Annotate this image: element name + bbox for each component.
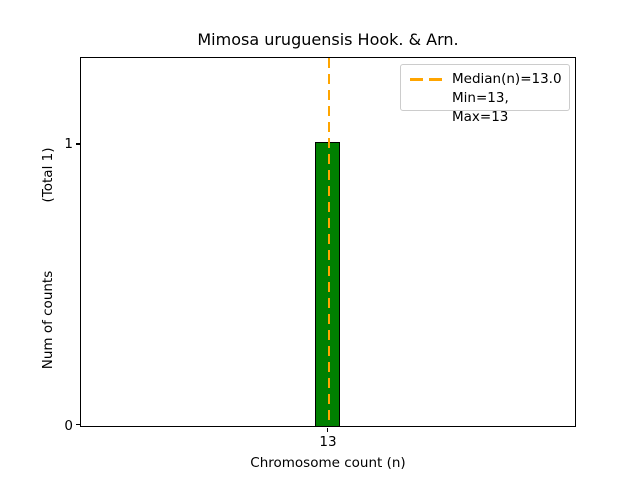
y-tick-label-0: 0 (64, 418, 73, 434)
x-tick-label-13: 13 (319, 434, 337, 450)
legend-entry-minmax: Min=13, Max=13 (410, 89, 561, 127)
x-axis-label: Chromosome count (n) (250, 455, 406, 471)
y-tick-mark-0 (76, 424, 80, 426)
legend-label-median: Median(n)=13.0 (452, 71, 562, 87)
median-line (327, 58, 330, 426)
y-tick-label-1: 1 (64, 136, 73, 152)
y-tick-mark-1 (76, 143, 80, 145)
x-tick-mark-13 (327, 427, 329, 432)
y-axis-label: Num of counts (40, 270, 56, 370)
legend-entry-median: Median(n)=13.0 (410, 70, 562, 89)
y-axis-total-annotation: (Total 1) (40, 147, 56, 203)
legend: Median(n)=13.0 Min=13, Max=13 (400, 64, 570, 125)
plot-area: 1 0 13 Median(n)=13.0 Min=13, Max=13 (64, 57, 576, 449)
dashed-line-icon (410, 78, 443, 81)
chart-title: Mimosa uruguensis Hook. & Arn. (197, 30, 459, 49)
legend-label-minmax: Min=13, Max=13 (452, 90, 509, 125)
